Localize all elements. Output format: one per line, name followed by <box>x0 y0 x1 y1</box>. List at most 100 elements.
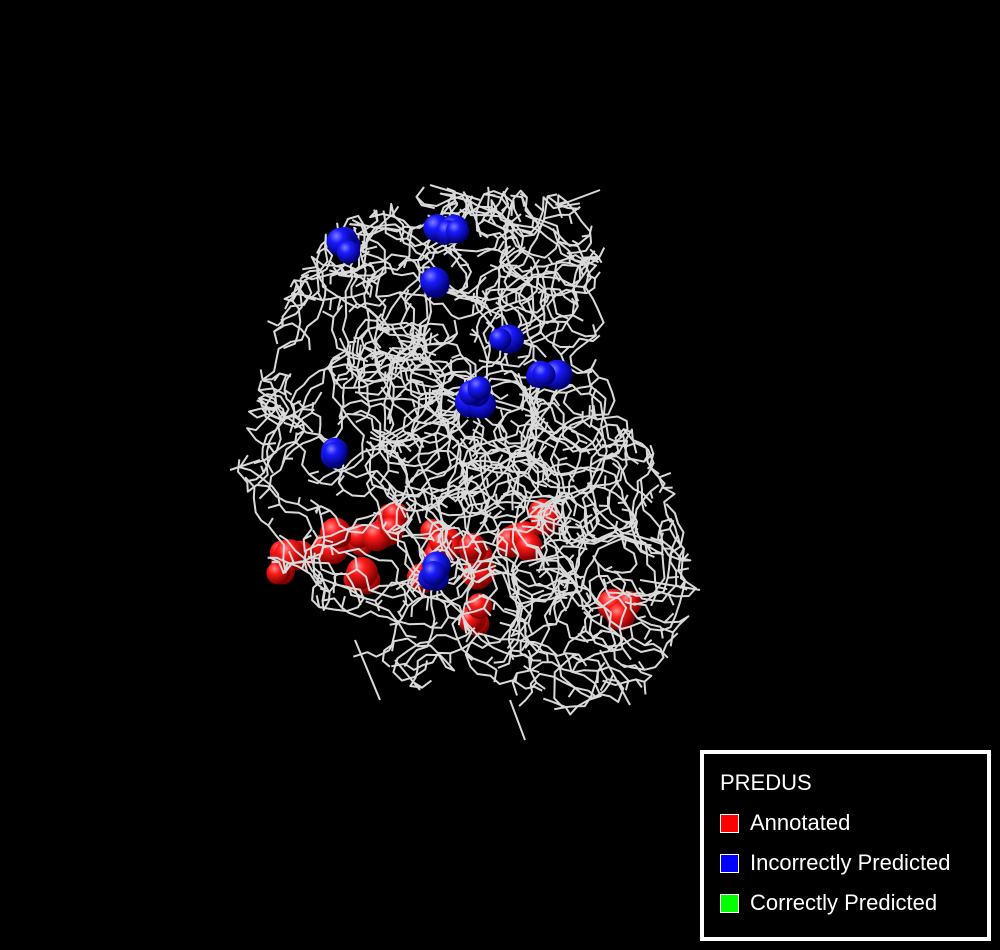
legend-box: PREDUS Annotated Incorrectly Predicted C… <box>700 750 991 941</box>
bond-branch <box>388 469 400 474</box>
bond-branch <box>452 495 465 499</box>
bond-branch <box>485 656 494 665</box>
bond-branch <box>543 470 554 481</box>
predicted-residue-sphere <box>467 376 492 401</box>
bond-branch <box>510 562 515 573</box>
bond-branch <box>376 326 389 331</box>
bond-branch <box>492 601 496 611</box>
bond-branch <box>308 470 320 476</box>
bond-branch <box>415 510 422 524</box>
backbone-chain <box>553 611 617 709</box>
bond-branch <box>611 462 621 470</box>
backbone-chain <box>518 672 614 707</box>
bond-branch <box>498 422 506 433</box>
bond-branch <box>394 493 404 497</box>
backbone-chain <box>318 524 380 606</box>
bond-branch <box>567 687 576 698</box>
bond-branch <box>324 538 334 544</box>
side-chain-stick <box>394 659 421 691</box>
bond-branch <box>588 405 591 417</box>
bond-branch <box>483 634 491 644</box>
bond-branch <box>366 277 379 286</box>
bond-branch <box>578 265 584 277</box>
bond-branch <box>534 480 544 485</box>
bond-branch <box>451 442 459 450</box>
bond-branch <box>386 530 399 536</box>
predicted-residue-sphere <box>489 328 512 351</box>
bond-branch <box>511 213 522 223</box>
bond-branch <box>360 250 371 259</box>
predicted-residue-spheres <box>320 214 573 591</box>
legend-label-annotated: Annotated <box>750 810 851 835</box>
backbone-chain <box>459 437 629 495</box>
bond-branch <box>458 473 468 485</box>
backbone-chain <box>284 550 337 586</box>
bond-branch <box>588 385 593 394</box>
bond-branch <box>596 256 603 264</box>
backbone-chain <box>396 514 570 588</box>
bond-branch <box>405 517 413 528</box>
bond-branch <box>315 595 321 608</box>
backbone-chain <box>541 500 588 551</box>
backbone-chain <box>469 287 575 368</box>
backbone-chain <box>267 556 417 639</box>
backbone-chain <box>519 555 579 661</box>
bond-branch <box>524 489 533 495</box>
bond-branch <box>609 648 623 653</box>
bond-branch <box>491 233 499 239</box>
bond-branch <box>364 262 375 269</box>
bond-branch <box>353 226 357 235</box>
bond-branch <box>549 436 559 443</box>
bond-branch <box>519 621 528 633</box>
bond-branch <box>497 454 504 464</box>
backbone-chain <box>244 476 287 574</box>
bond-branch <box>444 539 453 552</box>
backbone-chain <box>379 386 451 464</box>
bond-branch <box>414 382 421 395</box>
predicted-residue-sphere <box>532 362 556 387</box>
bond-branch <box>429 397 442 404</box>
backbone-chain <box>525 544 665 671</box>
legend-label-correctly-predicted: Correctly Predicted <box>750 890 938 915</box>
legend-entry-incorrectly-predicted: Incorrectly Predicted <box>720 850 951 876</box>
backbone-chain <box>352 637 456 689</box>
bond-branch <box>543 557 550 567</box>
bond-branch <box>417 586 424 598</box>
bond-branch <box>510 631 520 638</box>
bond-branch <box>449 456 458 463</box>
backbone-chain <box>395 385 466 541</box>
bond-branch <box>480 504 483 514</box>
backbone-chain <box>303 543 408 614</box>
bond-branch <box>572 314 584 322</box>
bond-branch <box>635 678 643 688</box>
bond-branch <box>460 491 469 501</box>
bond-branch <box>425 357 433 370</box>
bond-branch <box>560 345 571 356</box>
backbone-chain <box>465 560 594 613</box>
bond-branch <box>567 554 575 562</box>
backbone-chain <box>253 393 290 465</box>
bond-branch <box>424 340 428 353</box>
bond-branch <box>560 384 573 392</box>
bond-branch <box>584 502 596 508</box>
bond-branch <box>498 465 504 475</box>
bond-branch <box>568 214 573 225</box>
bond-branch <box>531 518 543 523</box>
bond-branch <box>579 439 588 445</box>
bond-branch <box>257 380 263 391</box>
backbone-chain <box>337 413 471 508</box>
protein-stick-model <box>229 184 701 741</box>
bond-branch <box>494 502 506 511</box>
bond-branch <box>468 436 475 445</box>
bond-branch <box>366 245 378 251</box>
bond-branch <box>273 331 279 345</box>
bond-branch <box>283 421 296 428</box>
backbone-chain <box>527 455 587 612</box>
bond-branch <box>511 649 522 653</box>
legend-swatch-correctly-predicted <box>720 893 739 913</box>
backbone-chain <box>399 302 472 418</box>
bond-branch <box>422 397 434 407</box>
bond-branch <box>297 496 301 505</box>
bond-branch <box>551 395 561 407</box>
